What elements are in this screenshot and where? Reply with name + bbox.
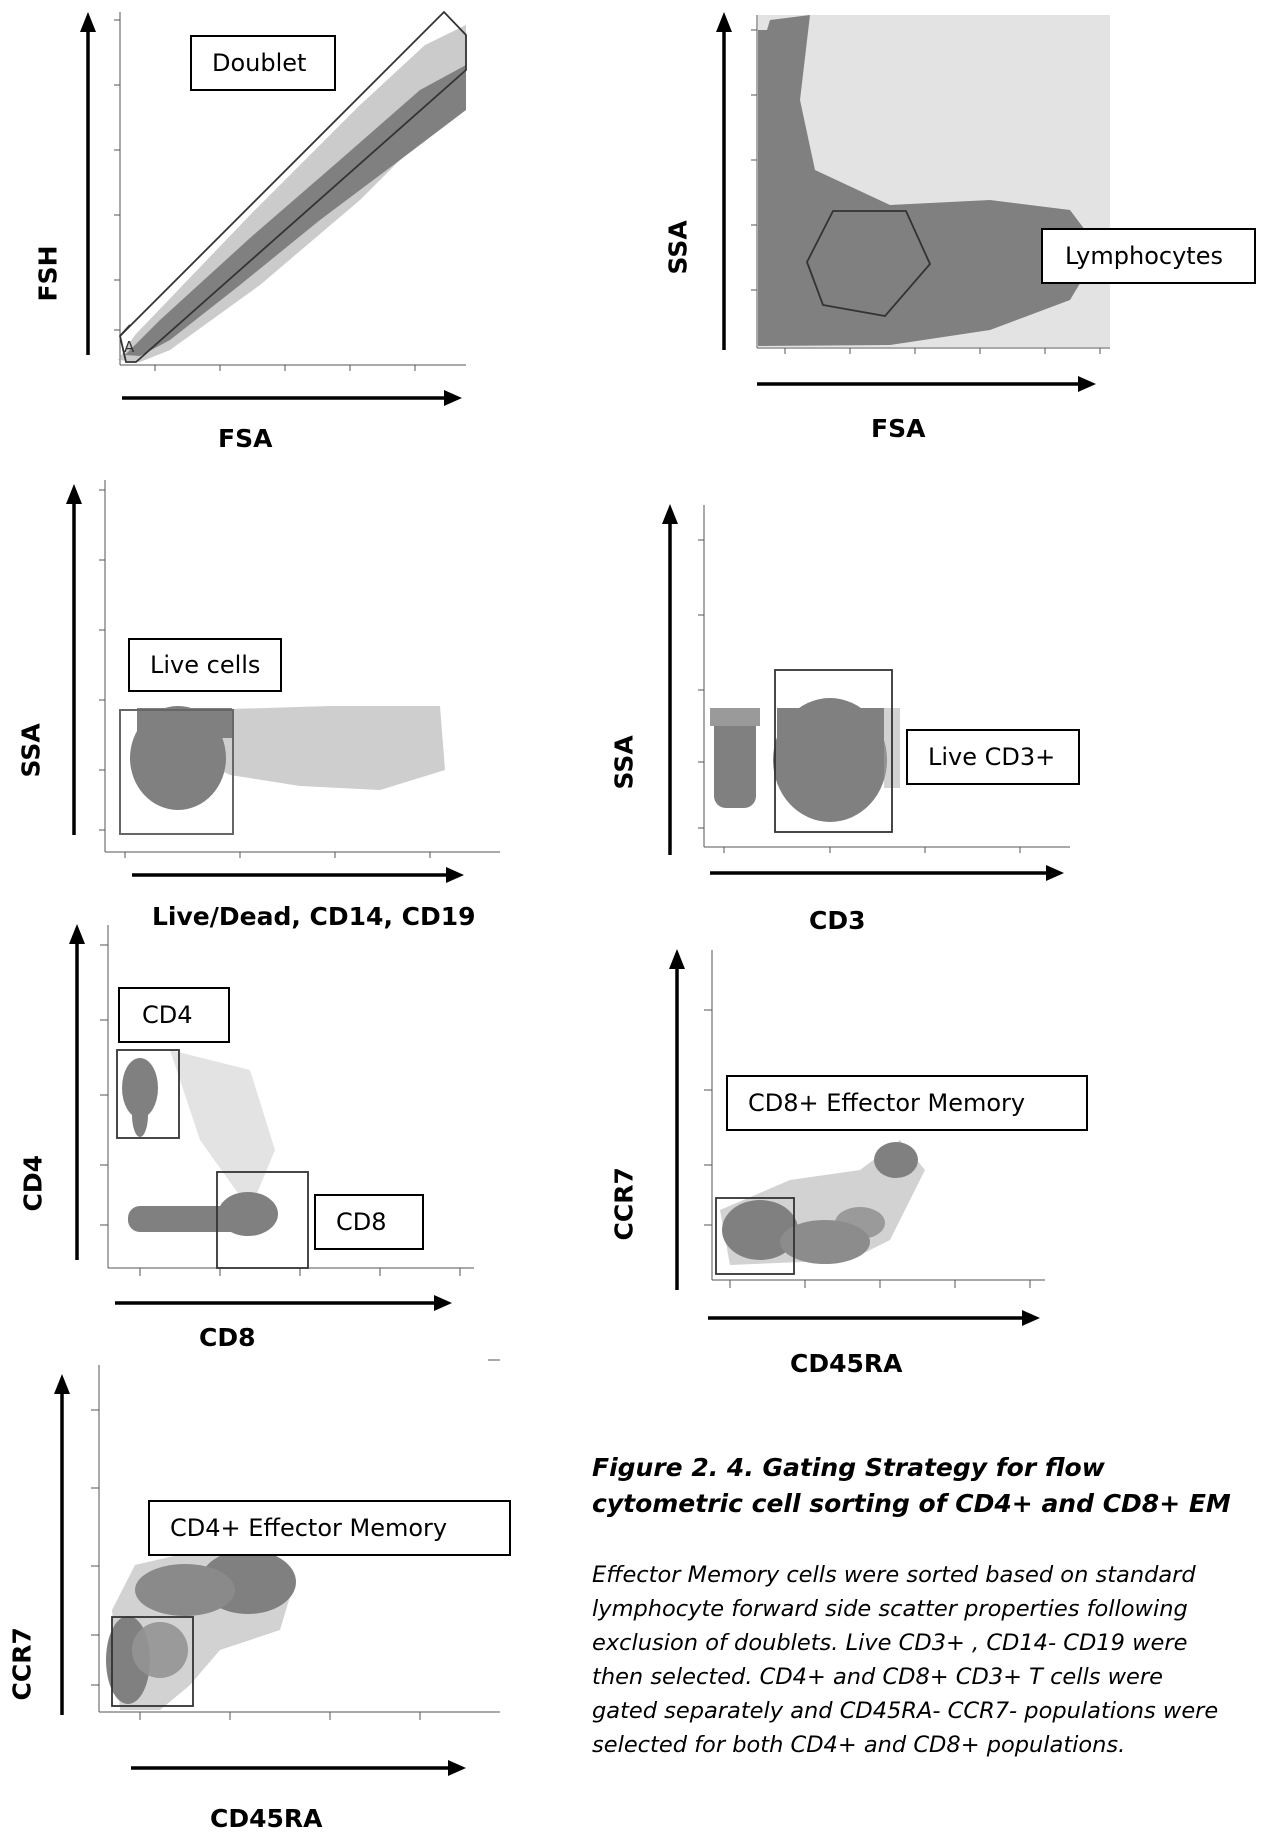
gate-label-live-cells: Live cells (128, 638, 282, 692)
y-axis-label: SSA (16, 723, 46, 778)
x-arrow (757, 376, 1096, 392)
gate-label-doublet: Doublet (190, 35, 336, 91)
doublet-scatter-plot: A (80, 10, 467, 406)
lymphocyte-gate (806, 210, 932, 317)
gate-label-cd4: CD4 (118, 987, 230, 1043)
y-arrow (80, 12, 96, 355)
cd-gates (116, 1049, 309, 1269)
cd4-gate (116, 1049, 180, 1139)
y-axis-label: CCR7 (609, 1167, 639, 1241)
gate-label-cd8: CD8 (314, 1194, 424, 1250)
x-arrow (710, 865, 1064, 881)
gate-label-lymphocytes: Lymphocytes (1041, 228, 1256, 284)
tick-marks (704, 1009, 1031, 1288)
x-arrow (122, 390, 462, 406)
doublet-gate (119, 10, 467, 363)
y-arrow (662, 504, 678, 855)
y-axis-label: CD4 (18, 1155, 48, 1212)
x-axis-label: CD45RA (790, 1349, 903, 1378)
event-cloud (710, 698, 900, 822)
plot-frame (703, 505, 1070, 848)
x-axis-label: CD45RA (210, 1804, 323, 1833)
tick-marks (698, 539, 1021, 853)
live-cells-scatter-plot (66, 480, 500, 883)
figure-caption-body: Effector Memory cells were sorted based … (592, 1562, 1219, 1758)
y-axis-label: FSH (33, 245, 63, 302)
live-cells-gate (119, 709, 234, 835)
event-cloud (130, 706, 445, 810)
cd8-gate (216, 1171, 309, 1269)
tick-marks (99, 489, 431, 858)
y-arrow (69, 924, 85, 1260)
tick-marks (114, 19, 416, 371)
y-arrow (66, 484, 82, 835)
x-axis-label: CD8 (199, 1323, 256, 1352)
live-cd3-gate (774, 669, 893, 833)
gate-letter: A (124, 338, 135, 356)
tick-marks (100, 944, 461, 1276)
x-axis-label: Live/Dead, CD14, CD19 (152, 902, 476, 931)
gate-label-live-cd3: Live CD3+ (906, 729, 1080, 785)
x-axis-label: FSA (218, 424, 273, 453)
gate-label-cd8-em: CD8+ Effector Memory (726, 1075, 1088, 1131)
cd8-em-scatter-plot (669, 949, 1045, 1326)
event-cloud (106, 1550, 296, 1710)
x-axis-label: FSA (871, 414, 926, 443)
tick-marks (751, 29, 1101, 354)
y-axis-label: SSA (663, 220, 693, 275)
event-cloud (118, 25, 466, 362)
cd8-em-gate (715, 1197, 795, 1275)
live-cd3-scatter-plot (662, 504, 1070, 881)
gate-label-cd4-em: CD4+ Effector Memory (148, 1500, 511, 1556)
plot-frame (104, 480, 500, 853)
y-arrow (716, 12, 732, 350)
x-arrow (708, 1310, 1040, 1326)
cd4-cd8-scatter-plot (69, 924, 474, 1311)
y-axis-label: SSA (609, 735, 639, 790)
y-arrow (54, 1374, 70, 1715)
lymphocyte-scatter-plot (716, 12, 1110, 392)
plot-frame (98, 1359, 500, 1713)
figure-caption-title: Figure 2. 4. Gating Strategy for flow cy… (592, 1453, 1231, 1518)
x-arrow (115, 1295, 452, 1311)
cd4-em-scatter-plot (54, 1359, 500, 1776)
y-arrow (669, 949, 685, 1290)
event-cloud (758, 15, 1110, 347)
event-cloud (122, 1050, 278, 1236)
plot-frame (119, 12, 466, 366)
x-arrow (131, 1760, 466, 1776)
cd4-em-gate (111, 1616, 194, 1707)
plot-frame (756, 15, 1110, 349)
y-axis-label: CCR7 (7, 1627, 37, 1701)
tick-marks (91, 1409, 421, 1720)
x-arrow (132, 867, 464, 883)
x-axis-label: CD3 (809, 906, 866, 935)
event-cloud (720, 1140, 925, 1265)
